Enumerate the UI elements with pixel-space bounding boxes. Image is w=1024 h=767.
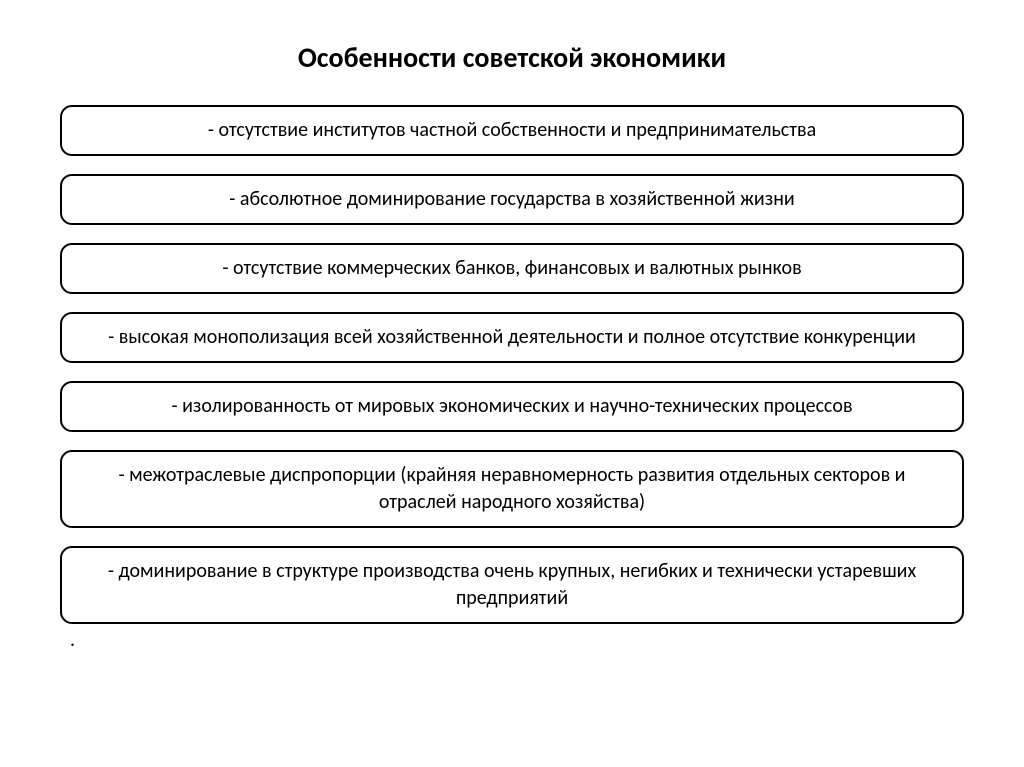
feature-item: - абсолютное доминирование государства в… [60,174,964,225]
feature-item: - изолированность от мировых экономическ… [60,381,964,432]
page-title: Особенности советской экономики [60,40,964,75]
feature-item: - межотраслевые диспропорции (крайняя не… [60,450,964,528]
feature-item: - отсутствие институтов частной собствен… [60,105,964,156]
feature-item: - высокая монополизация всей хозяйственн… [60,312,964,363]
feature-item: - отсутствие коммерческих банков, финанс… [60,243,964,294]
footer-dot: . [70,628,964,652]
feature-item: - доминирование в структуре производства… [60,546,964,624]
